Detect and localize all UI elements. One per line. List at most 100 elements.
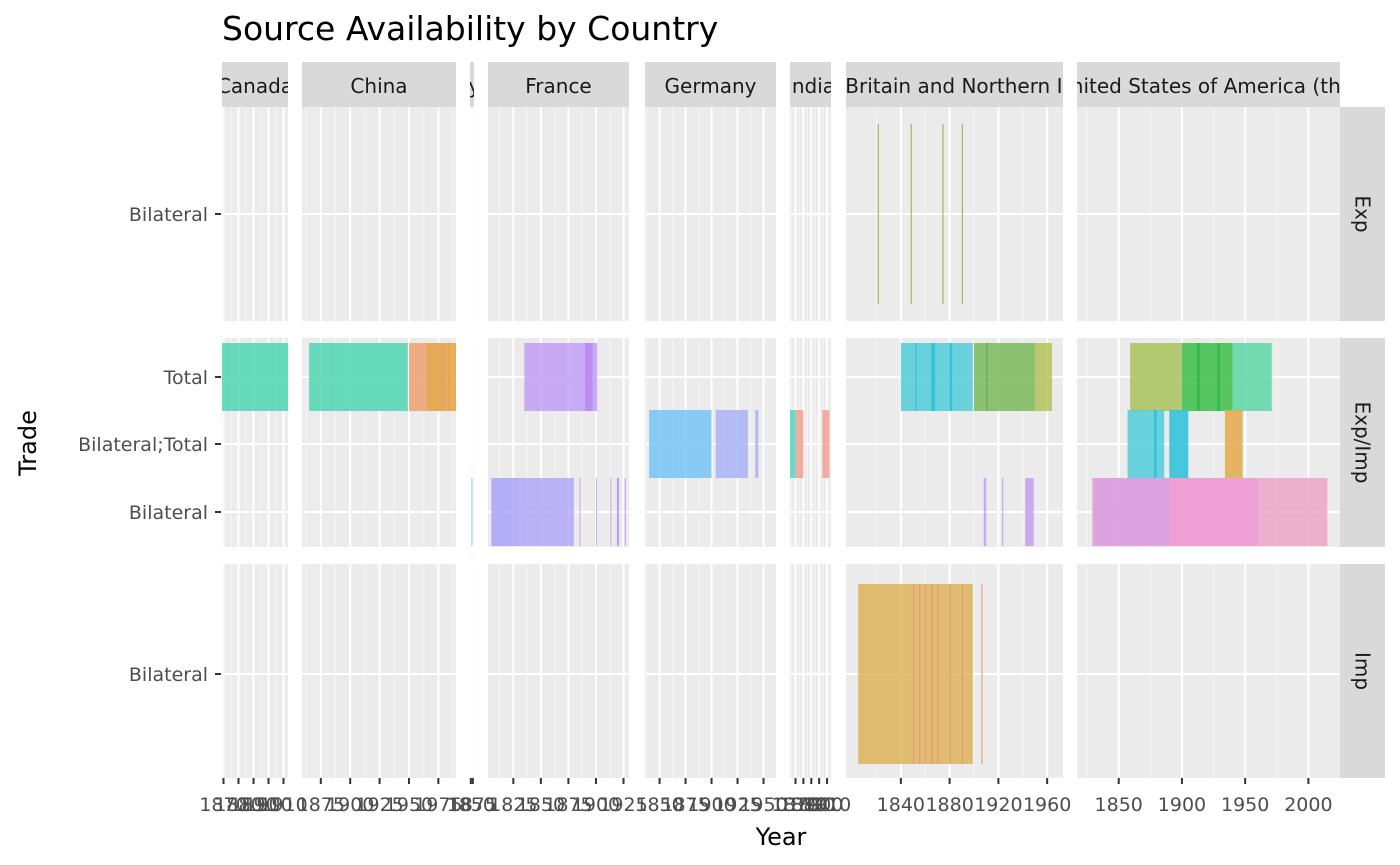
segment-bar [447, 343, 456, 411]
row-strip-2 [1340, 564, 1385, 778]
y-tick-label: Bilateral [129, 664, 208, 686]
facet-label: France [525, 74, 592, 98]
row-strip-0 [1340, 107, 1385, 321]
segment-bar [974, 343, 1035, 411]
x-tick-label: 1960 [1023, 794, 1071, 816]
facet-label: Canada [217, 74, 293, 98]
segment-bar [491, 478, 519, 546]
facet-strip-1 [302, 62, 456, 107]
segment-bar [822, 410, 830, 478]
y-tick-label: Total [163, 367, 208, 389]
x-tick-label: 1850 [517, 794, 565, 816]
segment-bar [795, 410, 804, 478]
segment-bar [877, 124, 879, 304]
segment-bar [1127, 410, 1165, 478]
segment-bar [755, 410, 759, 478]
x-tick-label: 1900 [1158, 794, 1206, 816]
segment-bar [595, 478, 598, 546]
panel [222, 564, 288, 778]
segment-bar [931, 584, 933, 764]
panel [302, 564, 456, 778]
row-strip-label: Exp [1351, 195, 1375, 232]
x-tick-label: 1900 [687, 794, 735, 816]
x-tick-label: 1850 [447, 794, 495, 816]
x-tick-label: 2000 [1284, 794, 1332, 816]
segment-bar [309, 343, 408, 411]
x-tick-label: 1900 [326, 794, 374, 816]
segment-bar [568, 343, 585, 411]
x-tick-label: 1880 [779, 794, 827, 816]
segment-bar [937, 584, 939, 764]
x-tick-label: 1870 [771, 794, 819, 816]
x-tick-label: 1840 [877, 794, 925, 816]
segment-bar [1181, 343, 1233, 411]
x-tick-label: 1910 [803, 794, 851, 816]
panel [846, 107, 1063, 321]
panel [1077, 564, 1341, 778]
y-tick-label: Bilateral [129, 204, 208, 226]
segment-bar [858, 584, 973, 764]
y-axis-title: Trade [14, 410, 42, 477]
panel [1077, 107, 1341, 321]
segment-bar [1197, 343, 1200, 411]
segment-bar [624, 478, 626, 546]
facet-strip-4 [645, 62, 776, 107]
segment-bar [981, 584, 983, 764]
x-tick-label: 1875 [661, 794, 709, 816]
facet-label: Great Britain and Northern Ireland [783, 74, 1126, 98]
x-tick-label: 1950 [1221, 794, 1269, 816]
segment-bar [1224, 410, 1243, 478]
panel [645, 107, 776, 321]
panel [302, 107, 456, 321]
x-tick-label: 1890 [229, 794, 277, 816]
panel [645, 564, 776, 778]
facet-strip-2 [470, 62, 474, 107]
segment-bar [919, 584, 921, 764]
facet-strip-0 [222, 62, 288, 107]
facet-strip-3 [488, 62, 629, 107]
row-strip-label: Exp/Imp [1351, 402, 1375, 484]
segment-bar [610, 478, 612, 546]
segment-bar [1169, 410, 1189, 478]
facet-label: United States of America (the) [1056, 74, 1361, 98]
panel [469, 107, 475, 321]
segment-bar [915, 343, 917, 411]
x-tick-label: 1890 [787, 794, 835, 816]
row-strip-label: Imp [1351, 652, 1375, 690]
x-tick-label: 1975 [414, 794, 462, 816]
x-tick-label: 1850 [1095, 794, 1143, 816]
segment-bar [592, 343, 598, 411]
panel [790, 564, 832, 778]
segment-bar [1093, 478, 1170, 546]
segment-bar [1154, 410, 1157, 478]
segment-bar [942, 124, 944, 304]
segment-bar [426, 343, 447, 411]
facet-strip-7 [1077, 62, 1340, 107]
segment-bar [931, 343, 935, 411]
x-tick-label: 1880 [214, 794, 262, 816]
segment-bar [1130, 343, 1182, 411]
segment-bar [471, 478, 473, 546]
segment-bar [616, 478, 620, 546]
y-tick-label: Bilateral;Total [78, 434, 208, 456]
x-tick-label: 1925 [599, 794, 647, 816]
panel [488, 564, 629, 778]
segment-bar [913, 584, 915, 764]
x-tick-label: 1880 [925, 794, 973, 816]
x-tick-label: 1900 [572, 794, 620, 816]
x-tick-label: 1850 [635, 794, 683, 816]
x-tick-label: 1825 [489, 794, 537, 816]
segment-bar [518, 478, 574, 546]
segment-bar [910, 124, 912, 304]
panel [488, 107, 629, 321]
segment-bar [949, 343, 953, 411]
x-tick-label: 1950 [385, 794, 433, 816]
x-tick-label: 1950 [739, 794, 787, 816]
facet-label: China [350, 74, 407, 98]
segment-bar [961, 124, 964, 304]
chart-title: Source Availability by Country [222, 9, 718, 48]
row-strip-1 [1340, 338, 1385, 547]
x-tick-label: 1920 [974, 794, 1022, 816]
x-tick-label: 1875 [297, 794, 345, 816]
